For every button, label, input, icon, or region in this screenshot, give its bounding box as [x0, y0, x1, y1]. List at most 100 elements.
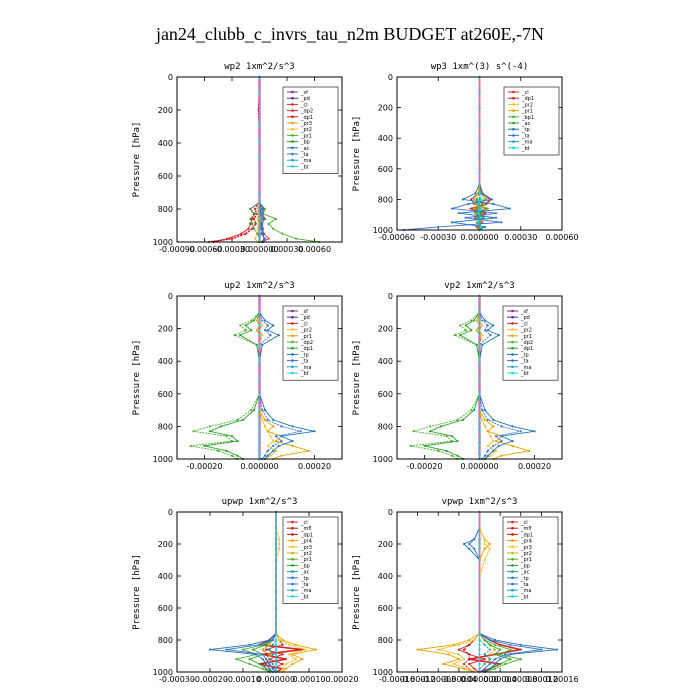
legend: _sf_pd_cl_pr2_pr1_dp2_dp1_tp_ta_ma_bt [502, 305, 559, 381]
legend-marker [291, 322, 294, 325]
series-point-pr2 [489, 435, 492, 438]
series-point-ta [504, 653, 507, 656]
series-point-pr2 [482, 207, 485, 210]
series-point-dp1 [472, 409, 476, 412]
series-line-mfl [264, 512, 285, 673]
series-point-pr1 [291, 444, 294, 448]
series-point-tp [263, 409, 267, 412]
legend-marker [511, 359, 514, 362]
series-point-pr2 [253, 237, 257, 240]
series-point-ta [481, 409, 484, 412]
series-point-ta [486, 324, 489, 327]
series-point-pr1 [499, 653, 502, 656]
series-point-pr4 [294, 643, 297, 646]
series-point-cl [519, 648, 522, 651]
legend-marker [291, 165, 294, 168]
series-point-ta [489, 334, 492, 337]
legend-marker [511, 328, 514, 331]
series-line-ta [403, 77, 502, 231]
series-point-pr1 [472, 207, 476, 210]
legend-marker [291, 588, 294, 592]
legend-entry: _pd [300, 315, 310, 321]
series-line-dp1 [213, 77, 260, 243]
y-tick-label: 1000 [153, 455, 173, 464]
y-tick-label: 600 [158, 172, 173, 181]
series-point-bt [274, 547, 278, 550]
legend-marker [511, 545, 514, 549]
x-tick-label: 0.00060 [298, 245, 331, 254]
series-point-dp2 [464, 329, 467, 332]
series-point-pr1 [274, 217, 278, 220]
figure-title: jan24_clubb_c_invrs_tau_n2m BUDGET at260… [155, 24, 544, 44]
series-point-bt [478, 334, 481, 337]
series-point-tp [261, 343, 264, 346]
plot-frame [396, 76, 563, 231]
series-point-ta [483, 454, 487, 457]
series-point-dp2 [250, 319, 253, 322]
series-point-dp1 [439, 425, 443, 428]
legend-marker [511, 520, 514, 524]
series-point-bt [478, 648, 481, 651]
series-point-pr2 [489, 454, 492, 457]
series-point-pr2 [274, 449, 278, 452]
series-point-ta [225, 648, 228, 651]
series-point-bt [479, 225, 482, 229]
series-point-dp1 [459, 334, 462, 337]
y-tick-label: 200 [378, 540, 393, 549]
series-point-bp [253, 212, 257, 216]
series-point-pr4 [442, 662, 445, 666]
series-point-cl [483, 212, 487, 215]
legend-marker [511, 371, 514, 375]
series-point-pr1 [492, 425, 495, 428]
series-point-bt [258, 108, 261, 112]
legend-marker [291, 140, 294, 143]
legend-entry: _pr1 [521, 109, 533, 115]
legend-marker [291, 309, 294, 313]
legend-marker [511, 322, 514, 325]
series-point-bt [478, 574, 481, 578]
series-point-ta [488, 662, 491, 666]
x-tick-label: 0.000000 [460, 675, 498, 684]
legend-marker [512, 146, 515, 150]
series-line-dp2 [259, 77, 270, 243]
series-point-ta [492, 444, 495, 448]
y-axis-label: Pressure [hPa] [132, 554, 142, 630]
legend-entry: _cl [300, 321, 308, 327]
series-point-pr1 [262, 212, 265, 216]
series-point-bt [478, 526, 481, 530]
legend-entry: _ta [300, 582, 309, 588]
legend-marker [512, 109, 515, 112]
y-tick-label: 800 [158, 205, 173, 214]
y-tick-label: 400 [378, 572, 393, 581]
series-point-cl [244, 232, 247, 235]
series-point-dp2 [225, 435, 228, 438]
series-point-bt [274, 648, 278, 651]
series-point-pr1 [272, 425, 275, 428]
legend-entry: _dp1 [520, 346, 533, 352]
x-tick-label: 0.00020 [518, 462, 551, 471]
series-point-tp [277, 334, 280, 337]
y-tick-label: 600 [158, 604, 173, 613]
series-point-bp [499, 648, 502, 651]
x-tick-label: -0.00030 [420, 233, 456, 242]
series-point-tp [272, 449, 275, 452]
series-point-bt [478, 449, 481, 452]
x-tick-label: 0.000000 [240, 245, 278, 254]
x-tick-label: -0.00020 [187, 462, 223, 471]
series-point-bt [258, 217, 261, 220]
chart-panel-6: vpwp 1xm^2/s^3 Pressure [hPa] 0 200 400 600 80… [352, 497, 579, 684]
series-point-dp2 [409, 444, 412, 448]
y-tick-label: 1000 [153, 668, 173, 677]
legend-entry: _ac [521, 121, 531, 127]
x-tick-label: -0.00010 [225, 675, 261, 684]
series-point-cl [253, 207, 257, 211]
series-line-tp [209, 512, 277, 673]
legend-marker [291, 551, 294, 555]
series-point-pr3 [281, 667, 284, 670]
series-point-bt [274, 667, 278, 670]
legend-entry: _pr2 [520, 551, 532, 557]
legend-marker [511, 576, 514, 580]
series-point-pr1 [511, 444, 514, 448]
series-line-pr3 [438, 512, 491, 673]
series-point-ac [475, 207, 478, 210]
